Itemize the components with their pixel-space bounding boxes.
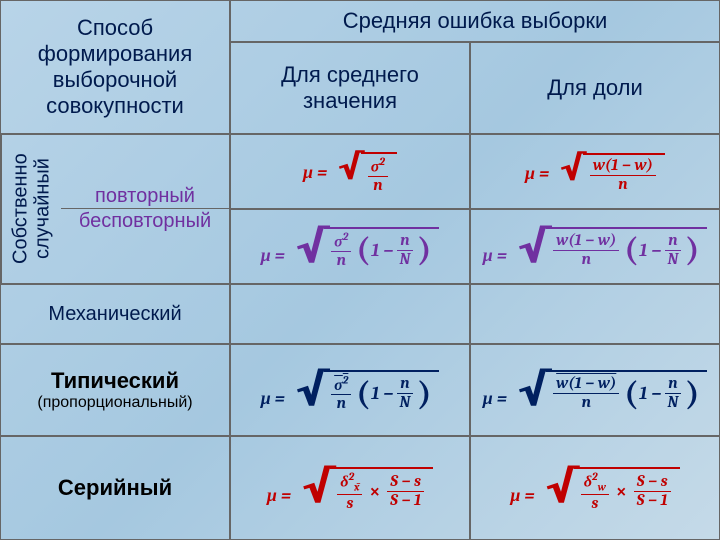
random-group: Собственно случайный повторный бесповтор… bbox=[0, 134, 230, 284]
row-nonrepeated-label: бесповторный bbox=[61, 209, 229, 233]
formula-r1-mean: μ = √ σ2n bbox=[230, 134, 470, 209]
row-serial-label: Серийный bbox=[0, 436, 230, 540]
formula-r3-mean bbox=[230, 284, 470, 344]
formula-r5-share: μ = √ δ2ws × S − sS − 1 bbox=[470, 436, 720, 540]
header-for-mean: Для среднего значения bbox=[230, 42, 470, 134]
header-for-share: Для доли bbox=[470, 42, 720, 134]
header-method: Способ формирования выборочной совокупно… bbox=[0, 0, 230, 134]
row-repeated-label: повторный bbox=[61, 185, 229, 209]
row-typical-label: Типический (пропорциональный) bbox=[0, 344, 230, 436]
formula-r2-share: μ = √ w(1 − w)n (1 − nN ) bbox=[470, 209, 720, 284]
row-mechanical-label: Механический bbox=[0, 284, 230, 344]
formula-r1-share: μ = √ w(1 − w)n bbox=[470, 134, 720, 209]
random-group-label: Собственно случайный bbox=[1, 135, 61, 283]
formula-r5-mean: μ = √ δ2x̄s × S − sS − 1 bbox=[230, 436, 470, 540]
formula-r4-mean: μ = √ σ2n (1 − nN ) bbox=[230, 344, 470, 436]
formula-r4-share: μ = √ w(1 − w)n (1 − nN ) bbox=[470, 344, 720, 436]
formula-r3-share bbox=[470, 284, 720, 344]
header-error-main: Средняя ошибка выборки bbox=[230, 0, 720, 42]
formula-table: Способ формирования выборочной совокупно… bbox=[0, 0, 720, 540]
formula-r2-mean: μ = √ σ2n (1 − nN ) bbox=[230, 209, 470, 284]
